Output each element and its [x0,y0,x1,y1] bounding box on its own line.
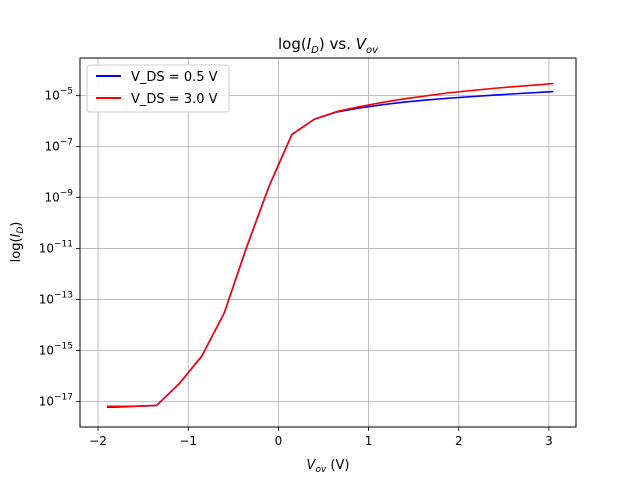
chart-title: log(ID) vs. Vov [278,35,379,56]
y-tick-label: 10−13 [39,291,73,307]
x-gridlines [97,58,550,427]
y-tick-label: 10−7 [44,138,73,154]
x-tick-label: 0 [275,434,283,448]
y-tick-label: 10−17 [39,393,73,409]
legend-label-vds-3.0: V_DS = 3.0 V [131,92,218,107]
x-tick-label: −1 [179,434,197,448]
y-tick-label: 10−9 [44,189,73,205]
series-layer [107,82,554,408]
x-axis-ticks: −2 −1 0 1 2 3 [89,427,553,448]
y-gridlines [80,95,576,402]
series-line-vds-3.0 [107,82,554,408]
legend-label-vds-0.5: V_DS = 0.5 V [131,70,218,85]
y-tick-label: 10−15 [39,342,73,358]
x-tick-label: 2 [455,434,463,448]
plot-frame [79,57,577,428]
legend-box [86,64,230,113]
y-tick-label: 10−5 [44,87,73,103]
x-tick-label: 3 [545,434,553,448]
legend: V_DS = 0.5 V V_DS = 3.0 V [86,64,230,113]
x-axis-label: Vov (V) [307,458,350,475]
y-axis-label: log(ID) [9,222,26,263]
x-tick-label: 1 [365,434,373,448]
x-tick-label: −2 [89,434,107,448]
y-tick-label: 10−11 [39,240,73,256]
y-axis-ticks: 10−17 10−15 10−13 10−11 10−9 10−7 10−5 [39,87,80,409]
